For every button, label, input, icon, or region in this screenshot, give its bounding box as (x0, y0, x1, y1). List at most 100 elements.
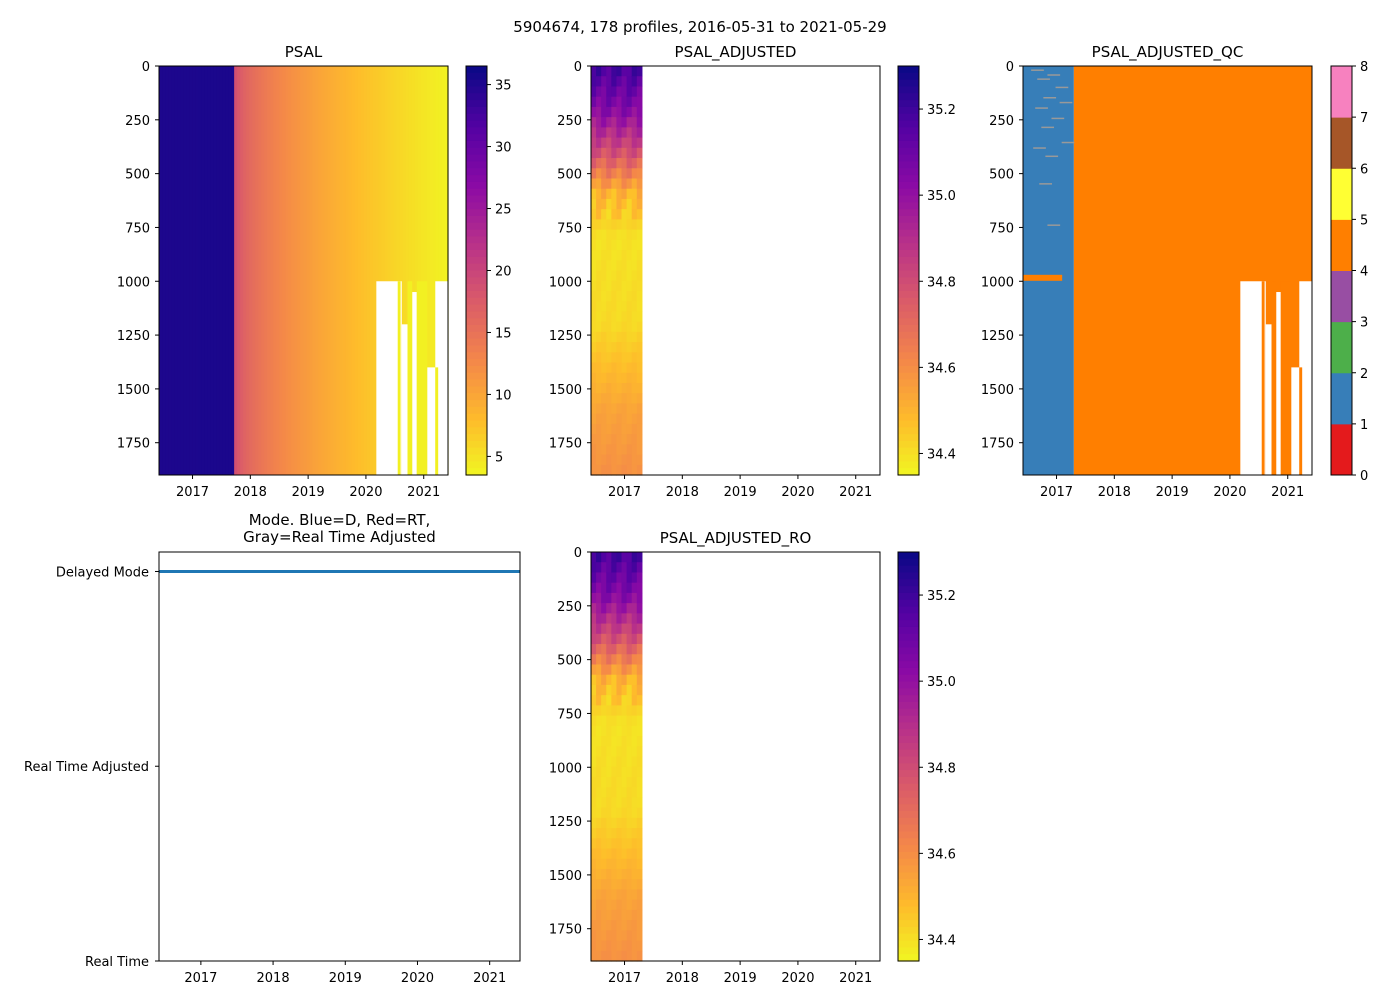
psal-adjusted-xtick-label: 2018 (666, 485, 699, 500)
psal-adjusted-cell (616, 393, 623, 405)
psal-adjusted-cell (601, 188, 607, 200)
psal-adjusted-cell (601, 250, 607, 261)
psal-adjusted-cell (626, 117, 633, 128)
psal-colorbar-band (466, 222, 487, 231)
psal-adjusted-cell (616, 280, 623, 292)
psal-adjusted-ro-cell (616, 746, 623, 758)
psal-adjusted-ro-cell (631, 828, 638, 839)
psal-adjusted-qc-cell (1051, 117, 1065, 120)
psal-colorbar-band (466, 413, 487, 422)
psal-adjusted-colorbar-band (898, 229, 919, 238)
psal-adjusted-colorbar-band (898, 154, 919, 163)
psal-adjusted-colorbar-band (898, 386, 919, 394)
psal-adjusted-ro-cell (616, 920, 623, 931)
psal-adjusted-cell (596, 321, 602, 333)
psal-adjusted-ro-cell (601, 582, 607, 594)
psal-adjusted-cell (596, 168, 602, 180)
psal-adjusted-cell (621, 209, 628, 220)
psal-adjusted-cell (621, 454, 628, 466)
psal-adjusted-cell (611, 362, 618, 374)
psal-colorbar-band (466, 140, 487, 149)
psal-adjusted-colorbar-band (898, 331, 919, 340)
psal-adjusted-cell (621, 362, 628, 374)
psal-adjusted-ro-cell (626, 858, 633, 870)
psal-adjusted-cell (636, 229, 643, 241)
psal-adjusted-ro-cell (621, 930, 628, 942)
psal-colorbar-band (466, 106, 487, 115)
psal-adjusted-cell (596, 178, 602, 190)
psal-adjusted-ro-cell (636, 552, 643, 563)
psal-adjusted-cell (611, 260, 618, 272)
psal-adjusted-qc-cell (1023, 66, 1074, 475)
psal-adjusted-ro-cell (591, 746, 597, 758)
psal-adjusted-ro-cell (631, 582, 638, 594)
psal-adjusted-cell (606, 454, 612, 466)
psal-adjusted-cell (606, 66, 612, 77)
psal-adjusted-ro-cell (591, 817, 597, 829)
psal-colorbar-band (466, 400, 487, 408)
psal-adjusted-cell (621, 352, 628, 364)
psal-adjusted-cell (596, 393, 602, 405)
psal-colorbar-band (466, 297, 487, 306)
psal-adjusted-ro-colorbar-band (898, 783, 919, 792)
psal-colorbar-band (466, 154, 487, 163)
psal-adjusted-ro-cell (596, 868, 602, 880)
psal-cell (228, 66, 232, 475)
psal-adjusted-cell (596, 137, 602, 149)
psal-adjusted-ro-cell (601, 940, 607, 952)
psal-adjusted-ro-cell (631, 930, 638, 942)
psal-adjusted-qc-colorbar-tick-label: 6 (1360, 162, 1368, 177)
psal-adjusted-cell (606, 229, 612, 241)
psal-adjusted-cell (606, 301, 612, 312)
psal-adjusted-ro-colorbar-band (898, 817, 919, 826)
psal-adjusted-cell (621, 229, 628, 241)
psal-cell (324, 66, 329, 475)
psal-adjusted-cell (606, 352, 612, 364)
psal-adjusted-ro-cell (636, 582, 643, 594)
psal-adjusted-ro-cell (591, 654, 597, 666)
psal-adjusted-ro-cell (636, 766, 643, 778)
psal-adjusted-ro-cell (606, 838, 612, 850)
psal-adjusted-ro-cell (631, 644, 638, 655)
psal-adjusted-ro-cell (616, 930, 623, 942)
psal-adjusted-cell (606, 413, 612, 425)
psal-adjusted-ro-cell (601, 715, 607, 727)
psal-adjusted-qc-cell (1261, 281, 1265, 475)
psal-colorbar-band (466, 113, 487, 122)
psal-adjusted-colorbar-band (898, 195, 919, 203)
psal-adjusted-cell (611, 117, 618, 128)
psal-adjusted-ro-cell (631, 909, 638, 921)
psal-adjusted-ro-cell (626, 562, 633, 574)
psal-cell (407, 281, 413, 475)
psal-adjusted-ro-colorbar-band (898, 579, 919, 587)
psal-adjusted-colorbar-frame (897, 65, 920, 476)
psal-adjusted-cell (611, 444, 618, 456)
psal-adjusted-ro-cell (601, 776, 607, 788)
psal-colorbar-band (466, 270, 487, 278)
psal-adjusted-ro-cell (606, 766, 612, 778)
psal-adjusted-cell (631, 106, 638, 118)
psal-cell (297, 66, 302, 475)
psal-adjusted-ro-cell (626, 695, 633, 706)
psal-adjusted-colorbar-band (898, 270, 919, 278)
psal-adjusted-ro-cell (636, 736, 643, 747)
psal-adjusted-ro-cell (631, 746, 638, 758)
mode-xtick-label: 2017 (184, 971, 217, 986)
psal-adjusted-ro-cell (596, 909, 602, 921)
psal-adjusted-ro-colorbar-band (898, 674, 919, 683)
psal-colorbar-tick-label: 5 (495, 450, 503, 465)
psal-adjusted-ro-cell (606, 776, 612, 788)
psal-cell (189, 66, 193, 475)
psal-adjusted-cell (631, 137, 638, 149)
psal-adjusted-ro-cell (616, 674, 623, 686)
psal-adjusted-cell (636, 321, 643, 333)
psal-adjusted-cell (631, 423, 638, 435)
psal-adjusted-cell (596, 198, 602, 210)
psal-adjusted-ytick-label: 1250 (549, 329, 582, 344)
psal-adjusted-cell (591, 147, 597, 159)
psal-cell (159, 66, 163, 475)
psal-adjusted-cell (601, 464, 607, 476)
psal-adjusted-ro-cell (596, 817, 602, 829)
psal-adjusted-ro-colorbar-band (898, 926, 919, 935)
